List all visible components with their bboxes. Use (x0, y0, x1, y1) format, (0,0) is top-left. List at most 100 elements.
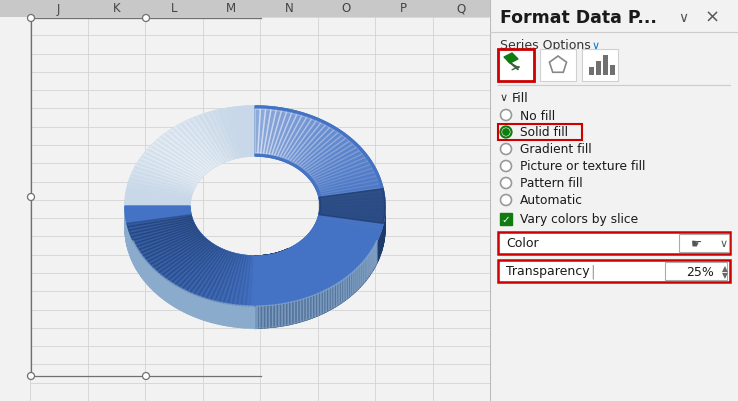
Polygon shape (149, 265, 151, 288)
Polygon shape (198, 296, 201, 319)
Polygon shape (278, 304, 281, 326)
Polygon shape (302, 299, 305, 322)
FancyBboxPatch shape (582, 50, 618, 82)
Polygon shape (280, 252, 281, 275)
Circle shape (27, 373, 35, 380)
Polygon shape (210, 253, 235, 302)
Polygon shape (230, 253, 232, 275)
Polygon shape (294, 128, 333, 165)
Polygon shape (258, 110, 266, 154)
Polygon shape (255, 250, 320, 306)
Polygon shape (320, 180, 379, 194)
Polygon shape (240, 306, 243, 328)
Polygon shape (353, 270, 355, 294)
Circle shape (27, 16, 35, 22)
Polygon shape (164, 277, 166, 301)
Bar (589, 68, 594, 76)
Polygon shape (153, 142, 205, 176)
Polygon shape (228, 304, 231, 326)
Polygon shape (334, 284, 337, 308)
Polygon shape (292, 302, 294, 324)
Polygon shape (237, 254, 238, 277)
Polygon shape (219, 254, 239, 303)
Polygon shape (134, 225, 196, 247)
Polygon shape (197, 115, 229, 162)
Polygon shape (273, 305, 275, 327)
Polygon shape (267, 306, 270, 328)
Polygon shape (254, 306, 256, 328)
Circle shape (500, 144, 511, 155)
Polygon shape (141, 159, 196, 183)
Polygon shape (232, 255, 246, 305)
Polygon shape (255, 250, 320, 306)
Polygon shape (344, 277, 346, 301)
Polygon shape (358, 265, 360, 289)
Polygon shape (246, 256, 252, 306)
Polygon shape (173, 284, 176, 308)
Polygon shape (237, 256, 248, 306)
Polygon shape (225, 251, 227, 273)
Polygon shape (286, 250, 287, 272)
Polygon shape (190, 250, 224, 295)
Polygon shape (318, 292, 321, 316)
Text: M: M (226, 2, 236, 16)
Polygon shape (376, 241, 377, 265)
Polygon shape (288, 122, 321, 161)
Polygon shape (269, 112, 286, 155)
Polygon shape (168, 243, 213, 283)
Polygon shape (176, 128, 215, 166)
Polygon shape (324, 290, 326, 313)
Polygon shape (378, 237, 379, 261)
Polygon shape (148, 264, 150, 288)
Bar (603, 56, 608, 76)
Polygon shape (137, 162, 197, 186)
Polygon shape (255, 250, 320, 306)
Text: Vary colors by slice: Vary colors by slice (520, 213, 638, 226)
Polygon shape (127, 199, 188, 205)
Polygon shape (264, 256, 265, 278)
Text: J: J (57, 2, 61, 16)
Polygon shape (331, 286, 334, 309)
Polygon shape (297, 131, 338, 166)
Polygon shape (255, 250, 320, 306)
Polygon shape (265, 306, 267, 328)
Polygon shape (148, 149, 201, 178)
Polygon shape (353, 270, 355, 294)
Polygon shape (294, 301, 297, 324)
Polygon shape (253, 256, 255, 278)
Polygon shape (179, 288, 182, 311)
Text: Format Data P...: Format Data P... (500, 9, 657, 27)
Polygon shape (322, 291, 324, 314)
Polygon shape (312, 155, 365, 180)
Polygon shape (194, 251, 227, 296)
Polygon shape (170, 282, 173, 306)
Polygon shape (161, 275, 162, 299)
Polygon shape (266, 110, 278, 156)
Polygon shape (250, 256, 252, 278)
Polygon shape (269, 255, 271, 277)
Polygon shape (342, 279, 343, 303)
Polygon shape (289, 302, 292, 325)
Polygon shape (366, 257, 368, 280)
Polygon shape (351, 272, 353, 296)
Polygon shape (213, 301, 216, 324)
Polygon shape (269, 305, 272, 328)
Circle shape (500, 178, 511, 189)
Polygon shape (282, 304, 285, 326)
Polygon shape (260, 256, 261, 278)
Polygon shape (186, 291, 188, 314)
Polygon shape (266, 111, 281, 155)
Polygon shape (159, 273, 161, 297)
Polygon shape (323, 290, 326, 313)
Polygon shape (289, 248, 291, 271)
Circle shape (500, 195, 511, 206)
Polygon shape (255, 250, 320, 306)
FancyArrowPatch shape (508, 62, 518, 70)
Polygon shape (293, 126, 330, 164)
Polygon shape (235, 254, 237, 276)
Text: ▲: ▲ (722, 264, 728, 273)
Polygon shape (321, 184, 380, 196)
Polygon shape (314, 294, 317, 317)
Polygon shape (361, 263, 362, 286)
Polygon shape (303, 138, 348, 171)
